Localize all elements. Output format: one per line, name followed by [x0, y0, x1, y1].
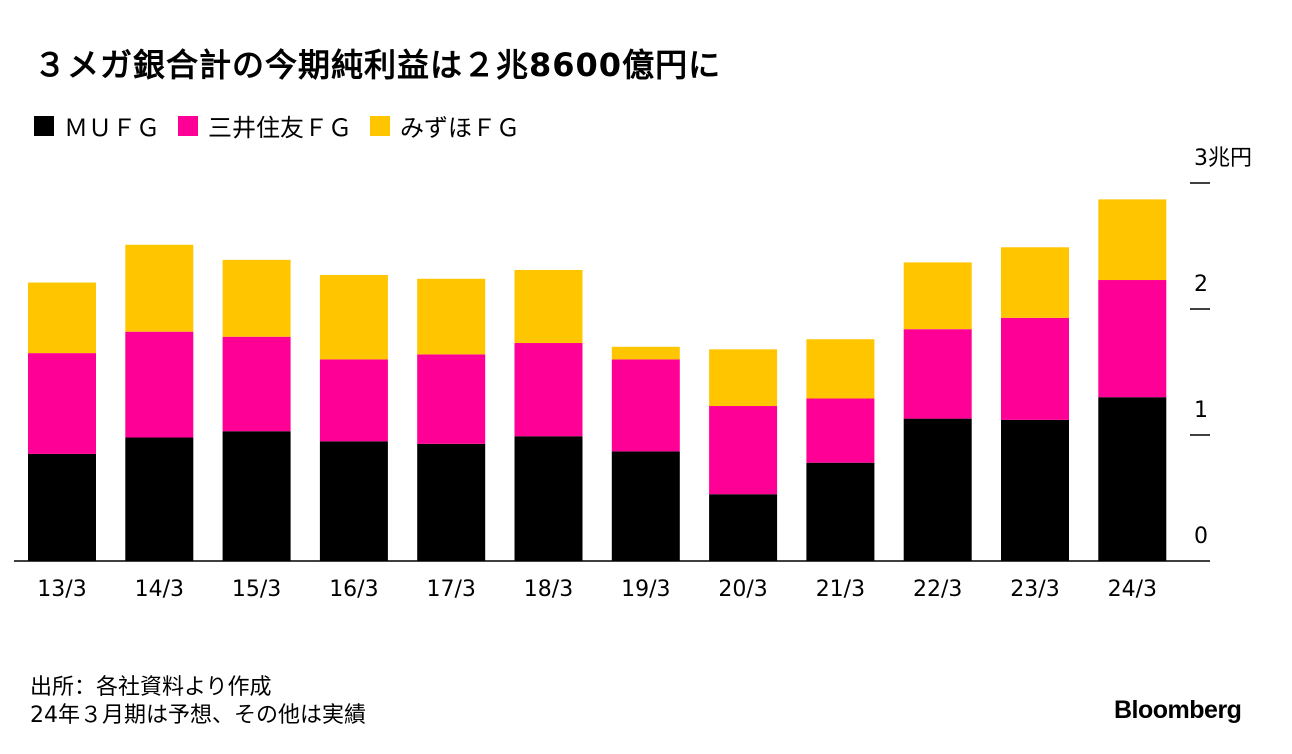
x-tick-label: 24/3 — [1108, 577, 1157, 602]
y-tick-label: 1 — [1194, 398, 1208, 423]
y-tick-label: 2 — [1194, 272, 1208, 297]
x-tick-label: 15/3 — [232, 577, 281, 602]
bar-mufg-20-3 — [709, 494, 778, 561]
bar-mizuho-15-3 — [222, 259, 291, 337]
footer: 出所：各社資料より作成 24年３月期は予想、その他は実績 — [30, 674, 366, 730]
bar-mufg-19-3 — [611, 451, 680, 561]
bar-mufg-16-3 — [319, 441, 388, 561]
bar-mizuho-13-3 — [28, 282, 96, 354]
bar-mizuho-16-3 — [319, 274, 388, 360]
x-tick-label: 16/3 — [329, 577, 378, 602]
legend-label-mufg: ＭＵＦＧ — [64, 114, 160, 142]
bar-mizuho-19-3 — [611, 346, 680, 360]
legend-swatch-mufg — [34, 115, 54, 136]
source-note: 出所：各社資料より作成 — [30, 675, 272, 700]
bar-smfg-15-3 — [222, 336, 291, 432]
bar-mufg-15-3 — [222, 431, 291, 561]
x-tick-label: 19/3 — [621, 577, 670, 602]
legend-label-smfg: 三井住友ＦＧ — [208, 114, 352, 142]
bar-mufg-23-3 — [1001, 419, 1069, 561]
y-tick-label: 3兆円 — [1194, 146, 1252, 171]
bar-mizuho-17-3 — [417, 278, 486, 355]
chart-title: ３メガ銀合計の今期純利益は２兆8600億円に — [34, 46, 722, 84]
bar-mufg-18-3 — [514, 436, 583, 561]
legend: ＭＵＦＧ 三井住友ＦＧ みずほＦＧ — [34, 108, 538, 143]
x-tick-label: 22/3 — [913, 577, 962, 602]
bloomberg-logo: Bloomberg — [1114, 696, 1242, 724]
x-tick-label: 20/3 — [718, 577, 767, 602]
bar-mizuho-14-3 — [125, 244, 194, 332]
bar-mufg-13-3 — [28, 453, 96, 561]
bar-mizuho-23-3 — [1001, 247, 1069, 318]
forecast-note: 24年３月期は予想、その他は実績 — [30, 703, 366, 728]
bar-smfg-18-3 — [514, 343, 583, 437]
legend-item-mizuho: みずほＦＧ — [370, 108, 520, 143]
x-tick-label: 17/3 — [426, 577, 475, 602]
x-tick-label: 14/3 — [135, 577, 184, 602]
bar-smfg-16-3 — [319, 359, 388, 442]
bar-mufg-22-3 — [903, 418, 972, 561]
legend-item-mufg: ＭＵＦＧ — [34, 108, 160, 143]
bar-mufg-21-3 — [806, 462, 875, 561]
x-tick-label: 18/3 — [524, 577, 573, 602]
legend-label-mizuho: みずほＦＧ — [400, 114, 520, 142]
x-tick-label: 21/3 — [816, 577, 865, 602]
bar-mizuho-24-3 — [1098, 199, 1167, 281]
bar-smfg-13-3 — [28, 353, 96, 454]
bar-mufg-14-3 — [125, 437, 194, 561]
bar-smfg-20-3 — [709, 406, 778, 495]
bar-smfg-22-3 — [903, 329, 972, 419]
bar-smfg-14-3 — [125, 331, 194, 438]
bar-mizuho-22-3 — [903, 262, 972, 330]
legend-swatch-smfg — [178, 115, 198, 136]
bar-mufg-17-3 — [417, 443, 486, 561]
bar-mufg-24-3 — [1098, 397, 1167, 561]
bar-mizuho-21-3 — [806, 339, 875, 399]
x-tick-label: 23/3 — [1010, 577, 1059, 602]
bar-smfg-17-3 — [417, 354, 486, 444]
bar-smfg-24-3 — [1098, 280, 1167, 398]
bar-smfg-23-3 — [1001, 317, 1069, 420]
bar-smfg-19-3 — [611, 359, 680, 452]
legend-swatch-mizuho — [370, 115, 390, 136]
legend-item-smfg: 三井住友ＦＧ — [178, 108, 352, 143]
x-tick-label: 13/3 — [37, 577, 86, 602]
bar-mizuho-18-3 — [514, 269, 583, 344]
y-tick-label: 0 — [1194, 524, 1208, 549]
bar-mizuho-20-3 — [709, 349, 778, 407]
bar-smfg-21-3 — [806, 398, 875, 463]
